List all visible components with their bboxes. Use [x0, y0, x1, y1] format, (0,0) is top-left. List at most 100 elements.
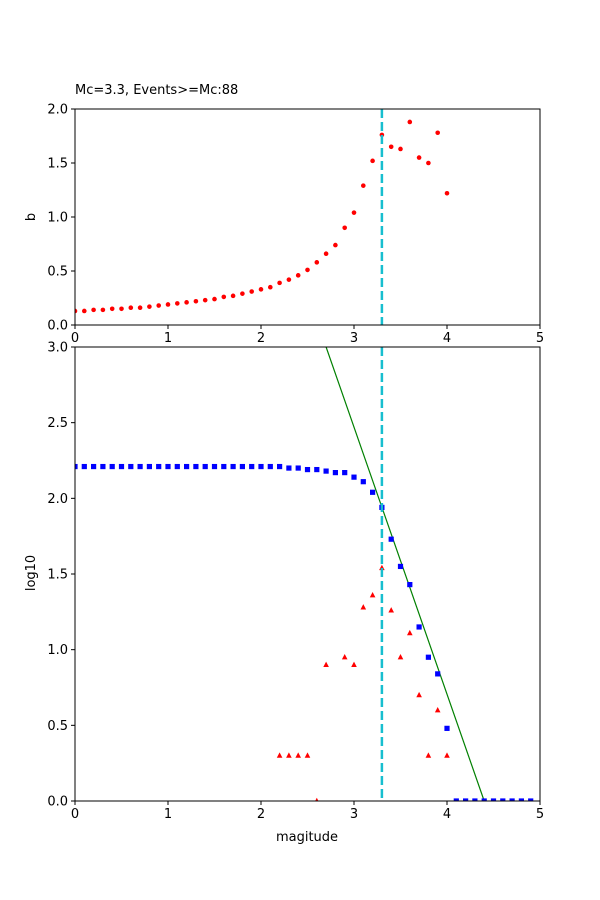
- bottom-ticks: 0 1 2 3 4 5 0.0 0.5 1.0 1.5 2.0 2.5 3.0: [47, 341, 544, 823]
- bottom-series-1-point: [351, 661, 357, 667]
- top-marks: [75, 109, 450, 325]
- top-series-0-point: [286, 277, 292, 282]
- top-x-tick-label: 0: [71, 331, 79, 346]
- bottom-series-1-point: [416, 691, 422, 698]
- top-series-0-point: [240, 291, 245, 296]
- bottom-series-0-point: [128, 463, 134, 470]
- top-x-tick-label: 2: [257, 331, 265, 346]
- bottom-x-tick-label: 0: [71, 807, 79, 822]
- top-series-0-point: [361, 183, 366, 188]
- top-series-0-point: [147, 304, 152, 309]
- top-series-0-point: [435, 130, 441, 136]
- bottom-series-0-point: [258, 463, 264, 470]
- bottom-y-tick-label: 0.5: [47, 719, 68, 734]
- top-series-0-point: [230, 293, 236, 299]
- bottom-series-0-point: [490, 798, 497, 801]
- top-series-0-point: [75, 308, 78, 314]
- bottom-series-0-point: [463, 798, 469, 801]
- bottom-x-tick-label: 3: [350, 807, 358, 822]
- b-value-panel: Mc=3.3, Events>=Mc:88 b 0 1 2 3 4 5 0.0 0.5 1.0 1…: [24, 83, 544, 346]
- bottom-series-0-point: [137, 463, 143, 470]
- bottom-series-0-point: [397, 563, 404, 570]
- top-series-0-point: [426, 160, 431, 166]
- top-series-0-point: [156, 303, 161, 308]
- bottom-y-tick-label: 0.0: [47, 795, 68, 810]
- bottom-series-0-point: [360, 479, 366, 485]
- top-series-0-point: [109, 306, 115, 312]
- bottom-x-tick-label: 5: [536, 807, 544, 822]
- top-series-0-point: [249, 289, 254, 294]
- bottom-series-0-point: [193, 463, 199, 470]
- top-series-0-point: [212, 296, 217, 302]
- top-y-tick-label: 2.0: [47, 103, 68, 118]
- bottom-x-tick-label: 4: [443, 807, 451, 822]
- bottom-series-1-point: [379, 564, 385, 571]
- bottom-series-0-point: [453, 798, 459, 801]
- bottom-series-0-point: [295, 465, 301, 471]
- top-chart-title: Mc=3.3, Events>=Mc:88: [75, 83, 238, 98]
- bottom-series-0-point: [184, 463, 190, 470]
- bottom-series-0-point: [435, 671, 441, 677]
- bottom-y-tick-label: 2.0: [47, 492, 68, 507]
- top-series-0-point: [314, 260, 320, 265]
- bottom-series-1-point: [444, 752, 450, 758]
- bottom-series-0-point: [481, 798, 487, 801]
- top-x-tick-label: 4: [443, 331, 451, 346]
- top-series-0-point: [305, 267, 310, 273]
- bottom-series-0-point: [221, 463, 227, 470]
- bottom-series-1-point: [397, 654, 404, 660]
- bottom-series-1-point: [434, 707, 441, 713]
- bottom-series-0-point: [91, 463, 97, 470]
- top-series-0-point: [119, 306, 124, 312]
- bottom-series-0-point: [314, 466, 320, 473]
- bottom-series-0-point: [416, 624, 422, 630]
- top-series-0-point: [258, 287, 264, 292]
- bottom-fit-line: [325, 347, 485, 801]
- top-x-tick-label: 3: [350, 331, 358, 346]
- bottom-x-tick-label: 2: [257, 807, 265, 822]
- bottom-series-0-point: [342, 470, 348, 476]
- bottom-series-1-point: [276, 752, 283, 758]
- top-series-0-point: [398, 146, 403, 152]
- bottom-series-0-point: [332, 470, 338, 476]
- top-y-tick-label: 0.5: [47, 265, 68, 280]
- bottom-series-0-point: [277, 463, 283, 470]
- bottom-series-0-point: [351, 474, 357, 480]
- top-x-tick-label: 5: [536, 331, 544, 346]
- top-series-0-point: [323, 251, 329, 257]
- top-series-0-point: [100, 307, 106, 313]
- top-series-0-point: [184, 300, 189, 305]
- bottom-y-tick-label: 2.5: [47, 416, 68, 431]
- bottom-y-tick-label: 3.0: [47, 341, 68, 356]
- top-y-tick-label: 0.0: [47, 319, 68, 334]
- top-plot-frame: [74, 108, 541, 326]
- bottom-x-axis-label: magitude: [276, 830, 338, 845]
- top-series-0-point: [268, 284, 273, 290]
- bottom-y-axis-label: log10: [24, 555, 39, 591]
- top-series-0-point: [370, 158, 375, 164]
- top-series-0-point: [82, 308, 87, 314]
- top-series-0-point: [193, 298, 199, 304]
- bottom-y-tick-label: 1.5: [47, 568, 68, 583]
- top-series-0-point: [137, 305, 143, 311]
- bottom-series-1-point: [425, 752, 432, 758]
- top-series-0-point: [277, 280, 282, 286]
- bottom-series-0-point: [444, 725, 450, 731]
- bottom-series-0-point: [370, 489, 376, 495]
- top-series-0-point: [333, 242, 338, 248]
- bottom-series-0-point: [109, 463, 115, 470]
- bottom-series-1-point: [369, 591, 376, 598]
- bottom-series-0-point: [500, 798, 506, 801]
- bottom-series-0-point: [239, 463, 245, 470]
- bottom-series-0-point: [323, 468, 329, 474]
- bottom-series-1-point: [341, 654, 348, 660]
- bottom-series-0-point: [509, 798, 515, 801]
- bottom-series-1-point: [315, 797, 319, 801]
- bottom-series-1-point: [304, 752, 311, 758]
- top-series-0-point: [342, 225, 348, 231]
- top-ticks: 0 1 2 3 4 5 0.0 0.5 1.0 1.5 2.0: [47, 103, 544, 347]
- top-series-0-point: [416, 155, 422, 160]
- bottom-series-0-point: [267, 463, 273, 470]
- bottom-series-0-point: [165, 463, 171, 470]
